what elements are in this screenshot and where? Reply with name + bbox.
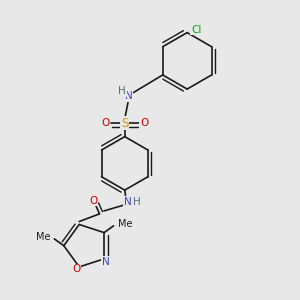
Text: Cl: Cl: [191, 25, 201, 34]
Text: N: N: [102, 257, 110, 267]
Text: N: N: [125, 91, 133, 101]
Text: N: N: [124, 197, 132, 207]
Text: O: O: [73, 264, 81, 274]
Text: S: S: [121, 117, 128, 130]
Text: Me: Me: [36, 232, 50, 242]
Text: Me: Me: [118, 219, 132, 229]
Text: O: O: [101, 118, 110, 128]
Text: O: O: [89, 196, 98, 206]
Text: H: H: [133, 197, 140, 207]
Text: H: H: [118, 86, 126, 96]
Text: O: O: [140, 118, 148, 128]
